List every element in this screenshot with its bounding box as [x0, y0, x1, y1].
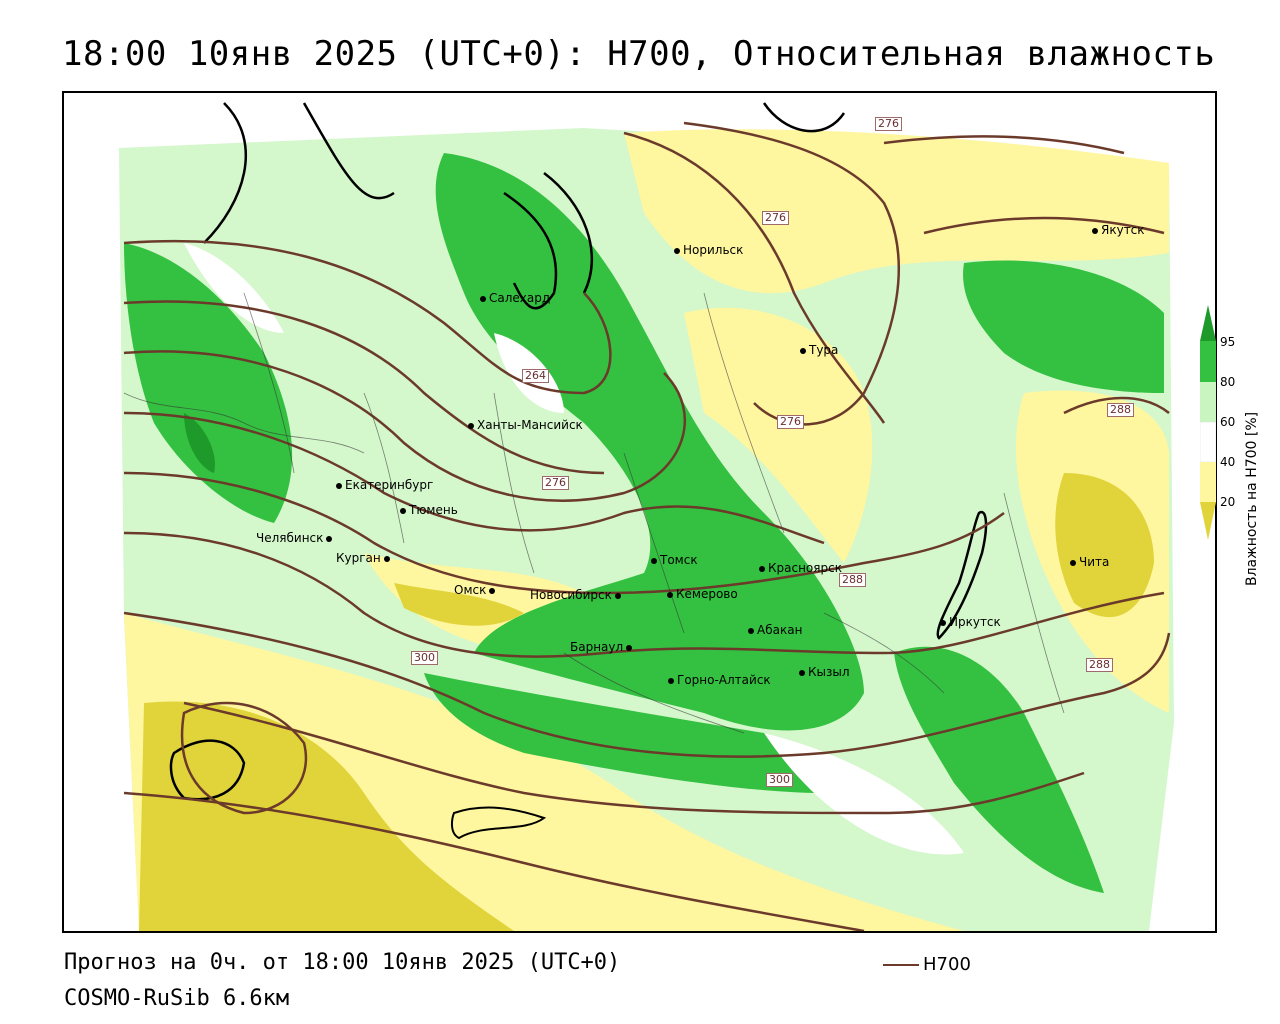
city-tyumen: Тюмень	[400, 503, 458, 517]
contour-label: 276	[542, 476, 569, 490]
colorbar-bottom-arrow	[1200, 502, 1216, 540]
city-novosibirsk: Новосибирск	[530, 588, 624, 602]
city-kyzyl: Кызыл	[799, 665, 850, 679]
contour-label: 288	[1107, 403, 1134, 417]
city-abakan: Абакан	[748, 623, 802, 637]
city-tura: Тура	[800, 343, 838, 357]
city-kurgan: Курган	[336, 551, 393, 565]
model-name: COSMO-RuSib 6.6км	[64, 986, 290, 1011]
city-gorno-altaysk: Горно-Алтайск	[668, 673, 771, 687]
lake-balkhash	[451, 806, 547, 840]
city-ekaterinburg: Екатеринбург	[336, 478, 433, 492]
city-chelyabinsk: Челябинск	[256, 531, 335, 545]
city-yakutsk: Якутск	[1092, 223, 1145, 237]
contour-line-swatch	[883, 964, 919, 966]
humid-band-west	[124, 243, 293, 523]
colorbar-tick: 95	[1220, 335, 1236, 349]
coastline	[203, 102, 846, 310]
city-omsk: Омск	[454, 583, 498, 597]
city-dot-icon	[1070, 559, 1076, 566]
humid-band-irkutsk	[894, 646, 1104, 893]
lake-baikal	[936, 510, 988, 640]
dry-zone-omsk-dark	[394, 583, 524, 626]
colorbar-tick: 60	[1220, 415, 1236, 429]
city-khanty-mansiysk: Ханты-Мансийск	[468, 418, 583, 432]
colorbar-title: Влажность на H700 [%]	[1244, 411, 1260, 586]
city-dot-icon	[626, 644, 633, 651]
city-dot-icon	[480, 295, 486, 302]
humidity-colorbar	[1200, 305, 1216, 540]
city-dot-icon	[674, 247, 680, 254]
contour-label: 276	[875, 117, 902, 131]
city-dot-icon	[383, 555, 390, 562]
city-dot-icon	[799, 669, 805, 676]
colorbar-band-80	[1200, 341, 1216, 382]
white-pocket-2	[764, 733, 964, 855]
city-dot-icon	[400, 507, 406, 514]
city-dot-icon	[651, 557, 657, 564]
contour-label: 288	[1086, 658, 1113, 672]
humid-band-south	[424, 673, 826, 793]
contour-label: 276	[777, 415, 804, 429]
dry-zone-center	[684, 307, 873, 563]
dry-zone-east-dark	[1055, 473, 1154, 618]
dry-zone-southwest-dark	[139, 701, 514, 931]
city-tomsk: Томск	[651, 553, 698, 567]
colorbar-tick: 80	[1220, 375, 1236, 389]
humidity-map: Норильск Якутск Салехард Тура Ханты-Манс…	[62, 91, 1217, 933]
admin-boundaries	[123, 292, 1065, 734]
contour-loop-south	[180, 701, 308, 815]
city-norilsk: Норильск	[674, 243, 743, 257]
map-title: 18:00 10янв 2025 (UTC+0): H700, Относите…	[62, 34, 1216, 74]
city-chita: Чита	[1070, 555, 1109, 569]
humid-band-west-core	[184, 413, 215, 473]
colorbar-band-20	[1200, 462, 1216, 502]
city-kemerovo: Кемерово	[667, 587, 738, 601]
colorbar-band-40	[1200, 421, 1216, 463]
dry-zone-northeast	[624, 129, 1169, 294]
h700-contours	[123, 121, 1171, 931]
city-barnaul: Барнаул	[570, 640, 635, 654]
contour-label: 276	[762, 211, 789, 225]
city-dot-icon	[748, 627, 754, 634]
forecast-info: Прогноз на 0ч. от 18:00 10янв 2025 (UTC+…	[64, 950, 621, 975]
contour-label: 300	[766, 773, 793, 787]
city-irkutsk: Иркутск	[940, 615, 1001, 629]
contour-label: 300	[411, 651, 438, 665]
city-dot-icon	[668, 677, 674, 684]
humid-band-east	[963, 260, 1164, 393]
city-dot-icon	[1092, 227, 1098, 234]
colorbar-tick: 40	[1220, 455, 1236, 469]
city-dot-icon	[468, 422, 474, 429]
contour-label: 288	[839, 573, 866, 587]
colorbar-tick: 20	[1220, 495, 1236, 509]
colorbar-top-arrow	[1200, 305, 1216, 341]
city-dot-icon	[940, 619, 946, 626]
city-dot-icon	[336, 482, 342, 489]
contour-legend: H700	[883, 954, 971, 975]
humid-band-main	[435, 153, 864, 731]
city-dot-icon	[489, 587, 496, 594]
city-salekhard: Салехард	[480, 291, 550, 305]
map-field	[64, 93, 1215, 931]
city-dot-icon	[759, 565, 765, 572]
city-krasnoyarsk: Красноярск	[759, 561, 842, 575]
city-dot-icon	[667, 591, 673, 598]
city-dot-icon	[800, 347, 806, 354]
colorbar-band-60	[1200, 382, 1216, 422]
city-dot-icon	[326, 535, 333, 542]
contour-label: 264	[522, 369, 549, 383]
lake-aral	[169, 739, 246, 801]
city-dot-icon	[614, 592, 621, 599]
